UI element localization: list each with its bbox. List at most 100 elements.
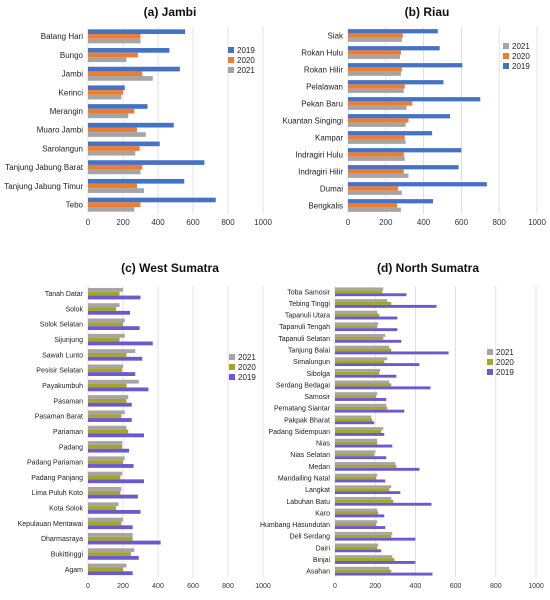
panel-4-bar xyxy=(335,304,437,308)
panel-2-bar xyxy=(348,207,401,212)
panel-1-bar xyxy=(88,146,140,151)
panel-1-tick-label: 200 xyxy=(116,218,130,227)
panel-2-category-label: Indragiri Hilir xyxy=(298,167,343,176)
panel-4-bar xyxy=(335,363,420,367)
panel-1-bar xyxy=(88,150,136,156)
panel-3-category-label: Padang xyxy=(59,444,83,451)
panel-3-bar xyxy=(88,383,127,388)
panel-3-bar xyxy=(88,349,136,354)
panel-2-bar xyxy=(348,169,404,174)
panel-4-bar xyxy=(335,444,393,448)
panel-3-bar xyxy=(88,341,153,346)
panel-1-bar xyxy=(88,141,160,147)
panel-1-category-label: Tebo xyxy=(66,200,84,209)
panel-4-bar xyxy=(335,336,384,340)
panel-4-bar xyxy=(335,415,372,419)
panel-4-category-label: Medan xyxy=(309,464,331,471)
panel-2-category-label: Kuantan Singingi xyxy=(283,116,344,125)
panel-4-bar xyxy=(335,328,398,332)
panel-3-bar xyxy=(88,506,116,510)
panel-3-bar xyxy=(88,441,123,445)
panel-3-bar xyxy=(88,402,132,407)
panel-1-bar xyxy=(88,52,138,58)
panel-1-bar xyxy=(88,48,170,53)
panel-1-bar xyxy=(88,94,122,100)
panel-1-bar xyxy=(88,34,141,39)
panel-1-legend-label: 2021 xyxy=(237,66,255,75)
panel-4-bar xyxy=(335,543,379,547)
panel-4-bar xyxy=(335,427,384,431)
panel-3-bar xyxy=(88,364,123,369)
panel-4-bar xyxy=(335,523,377,527)
panel-2-category-label: Rokan Hulu xyxy=(301,48,343,57)
panel-2-category-label: Rokan Hilir xyxy=(304,65,343,74)
panel-1-bar xyxy=(88,188,144,193)
panel-4-tick-label: 400 xyxy=(410,583,422,590)
panel-4-bar xyxy=(335,502,432,506)
panel-4-bar xyxy=(335,569,392,573)
panel-1-title: (a) Jambi xyxy=(144,5,197,19)
panel-1-category-label: Bungo xyxy=(60,51,84,60)
panel-2-bar xyxy=(348,139,406,144)
panel-2-category-label: Dumai xyxy=(320,184,343,193)
panel-3-bar xyxy=(88,479,144,484)
panel-3-category-label: Sijunjung xyxy=(54,337,83,344)
panel-2-tick-label: 0 xyxy=(346,218,351,227)
panel-1-bar xyxy=(88,197,216,203)
panel-2-legend-label: 2021 xyxy=(512,42,530,51)
panel-3-bar xyxy=(88,464,134,468)
panel-2-bar xyxy=(348,173,409,178)
panel-4-category-label: Deli Serdang xyxy=(290,534,331,541)
panel-3-category-label: Padang Pariaman xyxy=(27,460,83,467)
panel-4-bar xyxy=(335,398,387,401)
panel-4-category-label: Padang Sidempuan xyxy=(269,429,331,436)
panel-1-tick-label: 800 xyxy=(221,218,235,227)
panel-1-legend-swatch xyxy=(228,67,234,73)
panel-3-bar xyxy=(88,540,161,545)
panel-3-category-label: Solok xyxy=(65,306,83,313)
panel-2-bar xyxy=(348,37,402,42)
panel-4-bar xyxy=(335,488,390,492)
panel-3-tick-label: 800 xyxy=(222,583,234,590)
panel-3-bar xyxy=(88,571,133,576)
panel-1-legend-swatch xyxy=(228,47,234,53)
panel-3-category-label: Payakumbuh xyxy=(42,383,83,390)
panel-3-category-label: Tanah Datar xyxy=(45,291,84,298)
panel-1-bar xyxy=(88,29,186,35)
panel-4-legend-label: 2021 xyxy=(496,348,514,357)
panel-3-category-label: Kepulauan Mentawai xyxy=(18,521,84,528)
panel-1-bar xyxy=(88,132,146,137)
panel-3-bar xyxy=(88,567,123,572)
panel-1-bar xyxy=(88,127,137,133)
panel-4-tick-label: 1000 xyxy=(528,583,544,590)
panel-2-legend-label: 2019 xyxy=(512,62,530,71)
panel-3-bar xyxy=(88,291,120,296)
panel-3-category-label: Pasaman xyxy=(53,398,83,405)
panel-4-legend-swatch xyxy=(487,369,493,375)
panel-3-category-label: Pariaman xyxy=(53,429,83,436)
panel-1-legend-label: 2019 xyxy=(237,46,255,55)
panel-2-bar xyxy=(348,114,451,119)
panel-4-category-label: Tapanuli Utara xyxy=(285,313,330,320)
panel-2-bar xyxy=(348,165,459,170)
panel-4-bar xyxy=(335,441,378,445)
panel-1-category-label: Tanjung Jabung Barat xyxy=(5,163,84,172)
panel-2-tick-label: 200 xyxy=(379,218,393,227)
panel-3-tick-label: 400 xyxy=(152,583,164,590)
panel-4-category-label: Toba Samosir xyxy=(287,289,330,296)
panel-2-legend-swatch xyxy=(503,63,509,69)
panel-2-bar xyxy=(348,101,413,106)
panel-2-category-label: Indragiri Hulu xyxy=(295,150,343,159)
panel-3-bar xyxy=(88,395,129,399)
panel-4-bar xyxy=(335,479,386,483)
panel-2-tick-label: 400 xyxy=(417,218,431,227)
panel-3-tick-label: 600 xyxy=(187,583,199,590)
panel-3-category-label: Sawah Lunto xyxy=(42,352,83,359)
panel-4-bar xyxy=(335,392,378,396)
panel-2-tick-label: 600 xyxy=(455,218,469,227)
panel-1-category-label: Muaro Jambi xyxy=(37,126,83,135)
panel-4-bar xyxy=(335,549,382,553)
panel-3-bar xyxy=(88,333,125,338)
panel-4-bar xyxy=(335,302,392,305)
